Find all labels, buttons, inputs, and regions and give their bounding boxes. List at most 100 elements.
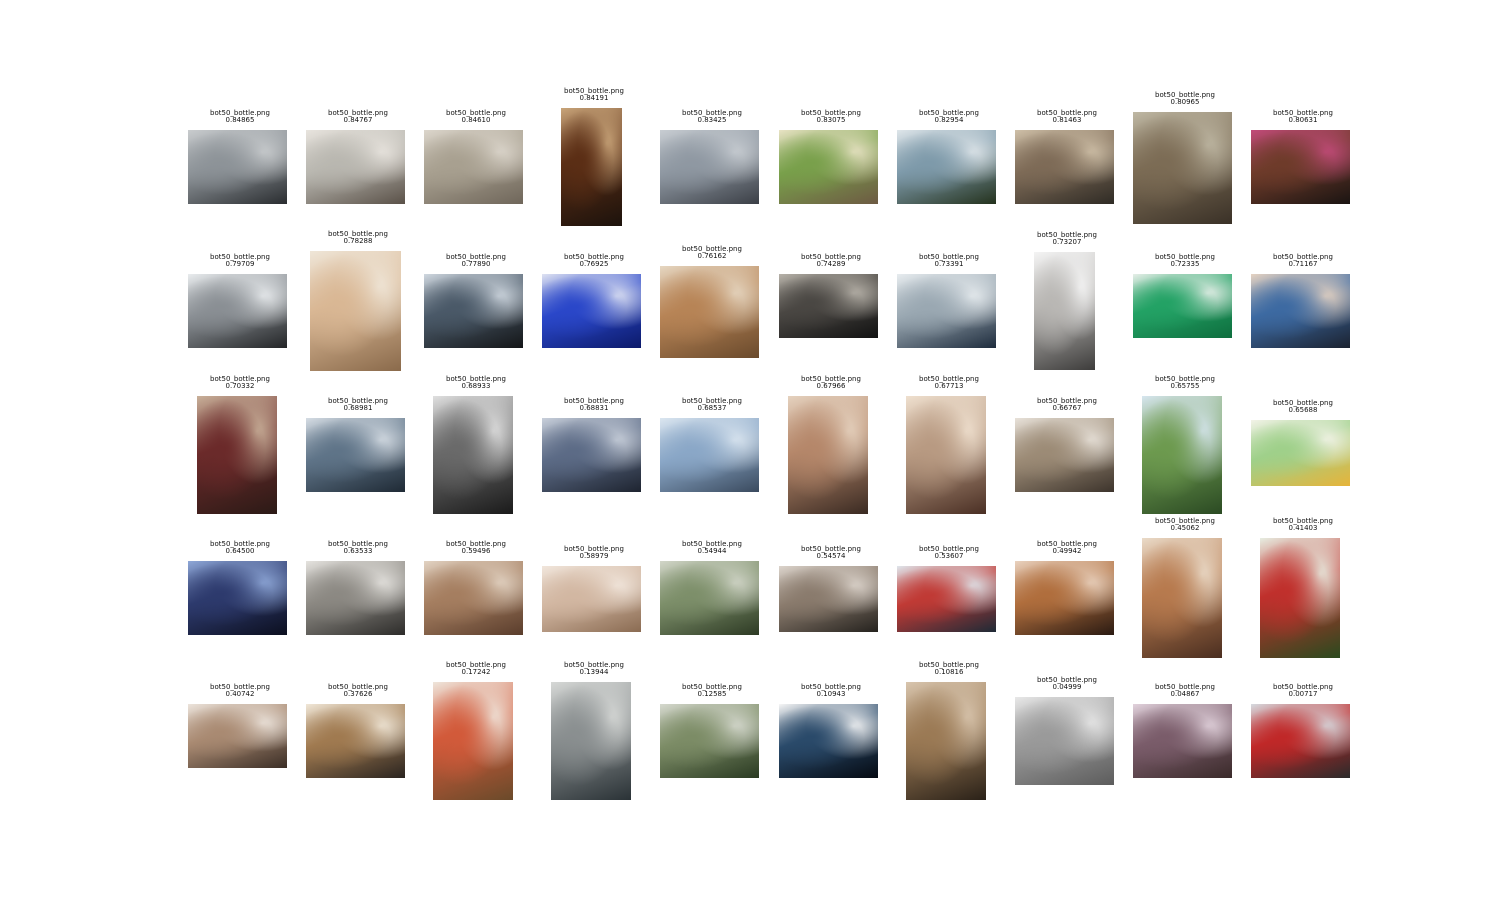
thumbnail-score: 0.65688 [1288,406,1318,414]
thumbnail-score: 0.72335 [1170,260,1200,268]
thumbnail-filename: bot50_bottle.png [446,540,506,548]
thumbnail-image [306,561,405,635]
thumbnail-filename: bot50_bottle.png [801,683,861,691]
thumbnail-filename: bot50_bottle.png [564,397,624,405]
thumbnail-image [779,704,878,778]
thumbnail-filename: bot50_bottle.png [210,109,270,117]
thumbnail-image [542,418,641,492]
thumbnail-score: 0.84865 [225,116,255,124]
thumbnail-score: 0.04999 [1052,683,1082,691]
thumbnail-image [1251,420,1350,486]
thumbnail-image [433,396,513,514]
thumbnail-score: 0.68981 [343,404,373,412]
thumbnail-image [1251,130,1350,204]
thumbnail-score: 0.63533 [343,547,373,555]
thumbnail-filename: bot50_bottle.png [564,87,624,95]
thumbnail-score: 0.67966 [816,382,846,390]
thumbnail-filename: bot50_bottle.png [1037,676,1097,684]
thumbnail-filename: bot50_bottle.png [919,253,979,261]
thumbnail-filename: bot50_bottle.png [446,109,506,117]
thumbnail-image [306,418,405,492]
thumbnail-image [1260,538,1340,658]
thumbnail-filename: bot50_bottle.png [919,661,979,669]
thumbnail-image [897,566,996,632]
thumbnail-image [1133,112,1232,224]
thumbnail-filename: bot50_bottle.png [1037,540,1097,548]
thumbnail-score: 0.68831 [579,404,609,412]
thumbnail-filename: bot50_bottle.png [328,397,388,405]
thumbnail-score: 0.41403 [1288,524,1318,532]
thumbnail-image [306,704,405,778]
thumbnail-image [660,561,759,635]
thumbnail-score: 0.59496 [461,547,491,555]
thumbnail-image [1251,274,1350,348]
thumbnail-score: 0.66767 [1052,404,1082,412]
thumbnail-image [306,130,405,204]
thumbnail-score: 0.49942 [1052,547,1082,555]
thumbnail-score: 0.65755 [1170,382,1200,390]
thumbnail-image [897,274,996,348]
thumbnail-filename: bot50_bottle.png [801,253,861,261]
thumbnail-score: 0.58979 [579,552,609,560]
thumbnail-score: 0.53607 [934,552,964,560]
thumbnail-filename: bot50_bottle.png [446,253,506,261]
thumbnail-image [779,274,878,338]
thumbnail-filename: bot50_bottle.png [1273,683,1333,691]
thumbnail-filename: bot50_bottle.png [210,253,270,261]
thumbnail-image [310,251,401,371]
thumbnail-filename: bot50_bottle.png [210,375,270,383]
thumbnail-filename: bot50_bottle.png [1155,375,1215,383]
thumbnail-score: 0.37626 [343,690,373,698]
thumbnail-image [424,274,523,348]
thumbnail-score: 0.54944 [697,547,727,555]
thumbnail-score: 0.68933 [461,382,491,390]
thumbnail-image [779,566,878,632]
thumbnail-filename: bot50_bottle.png [682,540,742,548]
thumbnail-image [542,274,641,348]
thumbnail-image [1142,538,1222,658]
thumbnail-filename: bot50_bottle.png [1155,91,1215,99]
thumbnail-score: 0.17242 [461,668,491,676]
thumbnail-score: 0.80965 [1170,98,1200,106]
thumbnail-filename: bot50_bottle.png [210,683,270,691]
thumbnail-score: 0.45062 [1170,524,1200,532]
thumbnail-score: 0.10816 [934,668,964,676]
thumbnail-filename: bot50_bottle.png [1155,253,1215,261]
thumbnail-image [906,682,986,800]
thumbnail-image [551,682,631,800]
thumbnail-filename: bot50_bottle.png [801,375,861,383]
thumbnail-score: 0.40742 [225,690,255,698]
thumbnail-filename: bot50_bottle.png [1155,517,1215,525]
thumbnail-score: 0.10943 [816,690,846,698]
thumbnail-image [1034,252,1095,370]
thumbnail-filename: bot50_bottle.png [564,545,624,553]
thumbnail-image [1015,418,1114,492]
thumbnail-image [188,130,287,204]
thumbnail-filename: bot50_bottle.png [446,375,506,383]
thumbnail-filename: bot50_bottle.png [919,109,979,117]
thumbnail-image [561,108,622,226]
thumbnail-image [424,130,523,204]
thumbnail-filename: bot50_bottle.png [682,683,742,691]
thumbnail-score: 0.71167 [1288,260,1318,268]
thumbnail-image [779,130,878,204]
thumbnail-image [1015,561,1114,635]
thumbnail-image [1142,396,1222,514]
thumbnail-image [906,396,986,514]
thumbnail-filename: bot50_bottle.png [1037,231,1097,239]
thumbnail-image [433,682,513,800]
thumbnail-filename: bot50_bottle.png [801,545,861,553]
thumbnail-score: 0.84767 [343,116,373,124]
thumbnail-score: 0.83075 [816,116,846,124]
thumbnail-score: 0.82954 [934,116,964,124]
thumbnail-image [197,396,277,514]
thumbnail-image [660,266,759,358]
thumbnail-score: 0.12585 [697,690,727,698]
thumbnail-filename: bot50_bottle.png [1037,109,1097,117]
thumbnail-image [788,396,868,514]
thumbnail-filename: bot50_bottle.png [210,540,270,548]
thumbnail-filename: bot50_bottle.png [328,540,388,548]
thumbnail-score: 0.00717 [1288,690,1318,698]
thumbnail-score: 0.77890 [461,260,491,268]
thumbnail-filename: bot50_bottle.png [328,230,388,238]
